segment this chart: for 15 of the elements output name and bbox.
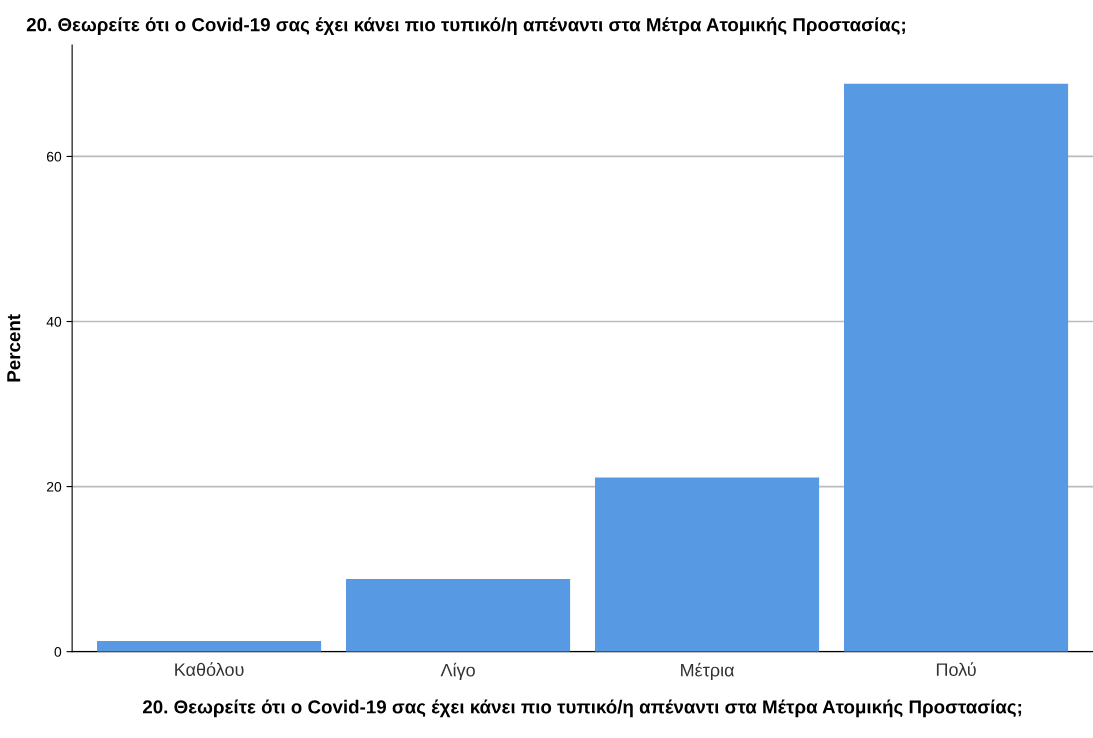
y-tick-label: 0 — [54, 646, 62, 657]
chart-title: 20. Θεωρείτε ότι ο Covid-19 σας έχει κάνει πιο τυπικό/η απέναντι στα Μέτρα Ατομικής Προστασίας; — [26, 17, 905, 36]
y-tick-label: 40 — [46, 316, 62, 327]
y-tick-label: 60 — [46, 151, 62, 162]
bar — [346, 579, 571, 652]
x-tick-label: Καθόλου — [175, 662, 244, 677]
x-tick-label: Λίγο — [440, 662, 475, 681]
bar — [844, 83, 1069, 652]
bar — [595, 477, 820, 652]
bar — [97, 640, 322, 652]
x-tick-label: Μέτρια — [681, 662, 735, 681]
y-tick-label: 20 — [46, 481, 62, 492]
y-axis-title: Percent — [7, 314, 21, 382]
x-axis-title: 20. Θεωρείτε ότι ο Covid-19 σας έχει κάνει πιο τυπικό/η απέναντι στα Μέτρα Ατομικής Προστασίας; — [142, 699, 1022, 718]
x-tick-label: Πολύ — [936, 662, 976, 677]
